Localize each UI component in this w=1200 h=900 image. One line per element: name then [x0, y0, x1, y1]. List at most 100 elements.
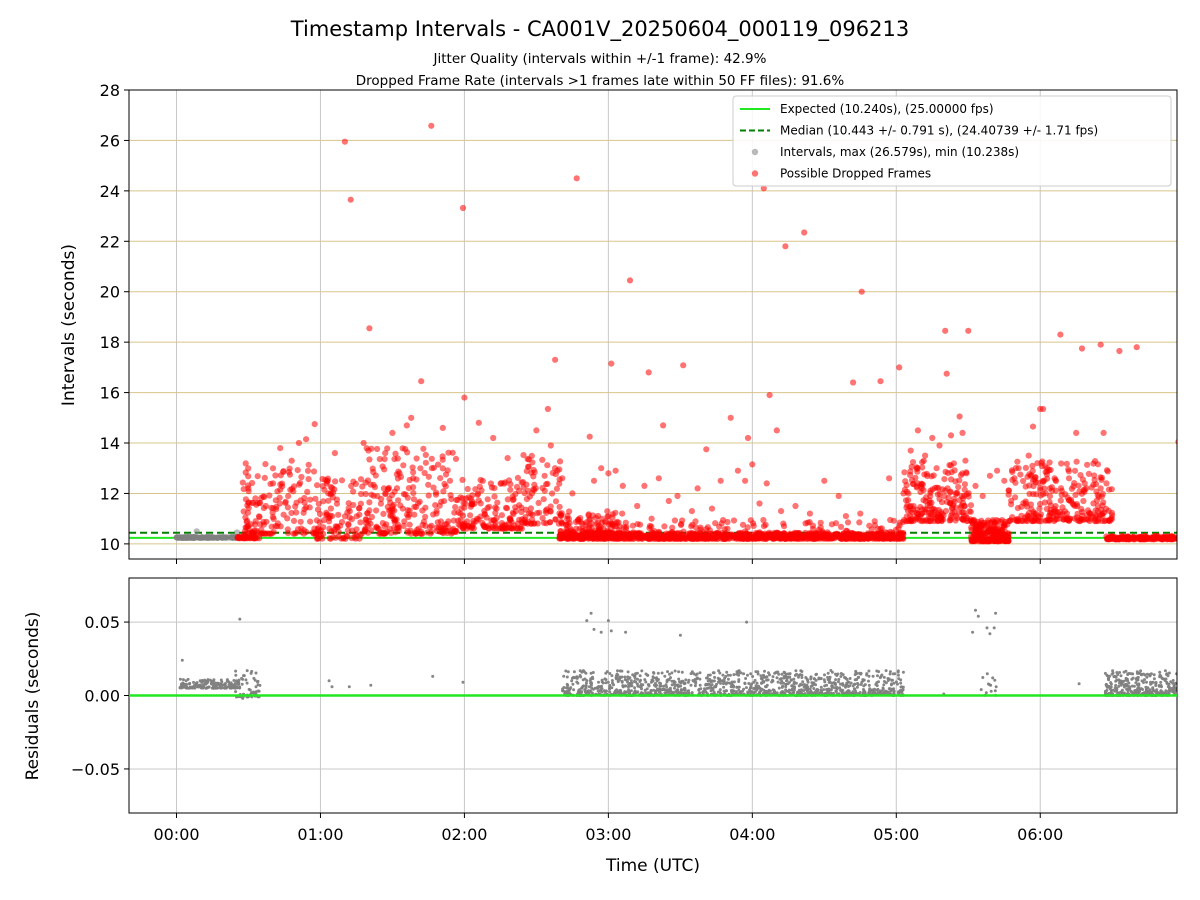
dropped-frame-point	[1040, 405, 1047, 413]
dropped-frame-point	[449, 449, 456, 456]
dropped-frame-point	[504, 455, 511, 462]
residual-point	[765, 683, 769, 687]
dropped-frame-point	[902, 478, 909, 485]
residual-point	[765, 678, 768, 682]
dropped-frame-point	[1119, 533, 1126, 540]
dropped-frame-point	[967, 508, 974, 515]
dropped-frame-point	[294, 467, 301, 474]
residual-point	[208, 678, 212, 682]
dropped-frame-point	[593, 531, 601, 538]
dropped-frame-point	[835, 492, 842, 500]
dropped-frame-point	[760, 185, 767, 192]
residual-point	[728, 681, 732, 685]
residual-point	[981, 676, 985, 679]
residual-point	[603, 677, 607, 681]
residual-point	[623, 690, 627, 694]
dropped-frame-point	[543, 520, 550, 527]
dropped-frame-point	[285, 530, 292, 537]
dropped-frame-point	[403, 422, 410, 429]
dropped-frame-point	[452, 504, 459, 511]
dropped-frame-point	[411, 511, 418, 518]
dropped-frame-point	[363, 516, 370, 524]
dropped-frame-point	[809, 522, 817, 529]
residual-point	[994, 685, 998, 689]
residual-point	[680, 670, 684, 674]
dropped-frame-point	[313, 517, 320, 524]
residual-point	[620, 679, 624, 683]
dropped-frame-point	[332, 478, 339, 485]
dropped-frame-point	[1080, 497, 1087, 505]
residual-point	[745, 620, 749, 624]
intervals-plot-frame	[128, 89, 1178, 560]
residual-point	[788, 672, 792, 676]
dropped-frame-point	[552, 516, 559, 523]
residual-point	[632, 674, 636, 678]
dropped-frame-point	[472, 486, 479, 493]
dropped-frame-point	[1130, 533, 1137, 541]
residual-point	[640, 669, 644, 673]
residual-point	[991, 676, 995, 680]
residual-point	[245, 681, 249, 685]
dropped-frame-point	[1018, 517, 1026, 525]
residual-point	[229, 681, 233, 685]
dropped-frame-point	[766, 392, 773, 399]
residual-point	[802, 689, 806, 692]
dropped-frame-point	[786, 531, 794, 539]
residual-point	[211, 679, 215, 683]
dropped-frame-point	[727, 414, 734, 421]
residual-point	[763, 669, 766, 673]
dropped-frame-point	[524, 487, 532, 494]
residual-point	[846, 689, 850, 693]
dropped-frame-point	[782, 243, 789, 250]
residual-point	[800, 676, 804, 679]
residual-point	[812, 691, 816, 695]
residual-point	[1154, 684, 1158, 687]
dropped-frame-point	[680, 362, 687, 369]
dropped-frame-point	[382, 490, 389, 497]
residual-point	[755, 688, 759, 692]
residual-point	[1108, 687, 1112, 691]
dropped-frame-point	[780, 530, 788, 537]
dropped-frame-point	[304, 488, 311, 495]
residual-point	[897, 677, 901, 681]
residual-point	[1171, 679, 1175, 682]
dropped-frame-point	[929, 434, 936, 442]
dropped-frame-point	[314, 482, 321, 489]
residual-point	[678, 633, 682, 637]
residual-point	[744, 677, 748, 680]
dropped-frame-point	[492, 504, 499, 511]
residual-point	[730, 690, 734, 694]
residual-point	[828, 680, 832, 684]
residual-point	[611, 681, 614, 685]
residual-point	[613, 690, 617, 694]
dropped-frame-point	[242, 460, 249, 467]
dropped-frame-point	[1004, 537, 1011, 544]
residual-point	[1077, 682, 1081, 686]
residual-point	[1116, 673, 1120, 677]
residual-point	[768, 689, 772, 693]
dropped-frame-point	[488, 484, 495, 491]
residual-point	[1114, 683, 1118, 687]
residual-point	[233, 682, 237, 685]
residual-point	[746, 673, 749, 677]
dropped-frame-point	[368, 445, 375, 452]
residual-point	[1130, 690, 1133, 694]
intervals-grid	[129, 89, 1177, 559]
dropped-frame-point	[266, 492, 273, 499]
residual-point	[871, 674, 875, 678]
dropped-frame-point	[657, 533, 664, 540]
dropped-frame-point	[346, 508, 353, 515]
dropped-frame-point	[418, 530, 425, 537]
residual-point	[575, 680, 579, 684]
dropped-frame-point	[1029, 467, 1036, 475]
residual-point	[868, 690, 872, 694]
dropped-frame-point	[903, 518, 910, 525]
dropped-frame-point	[949, 504, 956, 511]
residual-point	[860, 680, 864, 684]
dropped-frame-point	[1000, 532, 1007, 539]
dropped-frame-point	[1070, 483, 1077, 490]
residual-point	[626, 685, 630, 689]
residual-point	[629, 689, 633, 693]
residual-point	[565, 675, 569, 679]
